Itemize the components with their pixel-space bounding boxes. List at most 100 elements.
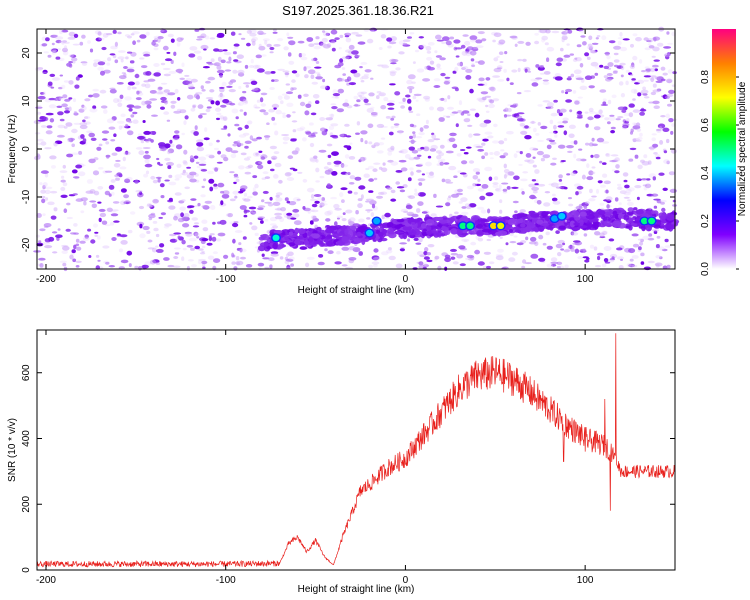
heatmap-cell <box>59 170 68 174</box>
heatmap-cell <box>207 255 215 260</box>
heatmap-cell <box>347 190 353 194</box>
heatmap-cell <box>660 199 667 203</box>
heatmap-cell <box>350 69 358 74</box>
heatmap-cell <box>177 217 185 223</box>
heatmap-cell <box>63 126 68 129</box>
heatmap-cell <box>433 193 437 198</box>
heatmap-cell <box>606 204 610 209</box>
heatmap-cell <box>202 227 209 232</box>
heatmap-cell <box>542 242 547 246</box>
heatmap-cell <box>106 155 110 159</box>
heatmap-cell <box>442 36 450 42</box>
heatmap-cell <box>625 80 629 86</box>
heatmap-cell <box>163 73 171 77</box>
heatmap-cell <box>585 142 590 146</box>
heatmap-cell <box>114 59 119 64</box>
heatmap-cell <box>584 259 590 263</box>
heatmap-cell <box>80 197 88 202</box>
heatmap-cell <box>78 171 86 177</box>
heatmap-cell <box>197 139 204 142</box>
heatmap-cell <box>348 257 357 261</box>
heatmap-cell <box>252 211 257 215</box>
heatmap-cell <box>511 69 518 73</box>
heatmap-cell <box>629 64 636 70</box>
heatmap-cell <box>249 222 253 225</box>
heatmap-cell <box>111 116 117 121</box>
heatmap-cell <box>525 41 531 46</box>
heatmap-cell <box>238 33 242 36</box>
heatmap-cell <box>389 70 397 74</box>
heatmap-cell <box>213 147 219 151</box>
heatmap-cell <box>631 78 636 81</box>
heatmap-cell <box>233 221 239 224</box>
heatmap-cell <box>293 197 301 202</box>
heatmap-cell <box>666 264 671 269</box>
heatmap-cell <box>577 96 583 99</box>
heatmap-cell <box>644 183 652 189</box>
heatmap-cell <box>381 214 385 220</box>
heatmap-cell <box>415 164 423 167</box>
heatmap-band-cell <box>431 229 438 234</box>
heatmap-cell <box>502 188 508 192</box>
heatmap-cell <box>208 142 213 147</box>
heatmap-cell <box>88 158 96 164</box>
heatmap-cell <box>606 199 612 204</box>
heatmap-cell <box>603 180 611 185</box>
heatmap-cell <box>545 231 550 236</box>
heatmap-cell <box>39 182 43 186</box>
heatmap-cell <box>313 42 321 46</box>
heatmap-cell <box>358 185 366 190</box>
heatmap-cell <box>599 232 605 238</box>
heatmap-cell <box>269 87 275 90</box>
heatmap-cell <box>416 251 424 256</box>
heatmap-cell <box>651 193 659 197</box>
heatmap-cell <box>170 104 176 109</box>
heatmap-cell <box>253 104 258 109</box>
heatmap-cell <box>328 113 335 117</box>
heatmap-band-cell <box>664 224 674 230</box>
heatmap-cell <box>659 140 664 145</box>
heatmap-cell <box>331 171 338 176</box>
heatmap-cell <box>98 217 102 223</box>
heatmap-cell <box>71 249 76 254</box>
heatmap-hotspot <box>648 217 656 225</box>
heatmap-cell <box>233 59 239 62</box>
heatmap-cell <box>37 67 44 70</box>
heatmap-cell <box>199 113 207 115</box>
heatmap-cell <box>197 104 204 109</box>
heatmap-cell <box>483 119 492 124</box>
heatmap-cell <box>582 248 586 254</box>
heatmap-cell <box>278 179 283 184</box>
heatmap-cell <box>539 28 548 34</box>
heatmap-cell <box>535 77 543 80</box>
heatmap-cell <box>398 150 403 153</box>
heatmap-cell <box>198 258 206 262</box>
heatmap-cell <box>130 33 135 36</box>
heatmap-cell <box>99 89 107 94</box>
heatmap-cell <box>541 38 546 43</box>
heatmap-cell <box>66 153 74 158</box>
heatmap-cell <box>667 42 674 45</box>
heatmap-cell <box>237 127 243 131</box>
heatmap-cell <box>142 147 151 149</box>
heatmap-cell <box>311 203 318 208</box>
heatmap-cell <box>73 232 79 235</box>
heatmap-cell <box>426 50 432 54</box>
heatmap-cell <box>492 39 496 43</box>
heatmap-cell <box>622 122 630 127</box>
heatmap-cell <box>589 188 593 194</box>
heatmap-cell <box>220 59 226 64</box>
heatmap-cell <box>284 172 292 177</box>
heatmap-cell <box>480 91 489 95</box>
heatmap-cell <box>275 109 282 115</box>
heatmap-cell <box>80 61 88 64</box>
heatmap-cell <box>189 209 194 214</box>
heatmap-cell <box>190 247 195 251</box>
heatmap-cell <box>495 255 504 261</box>
heatmap-cell <box>561 37 565 43</box>
heatmap-cell <box>100 105 108 109</box>
heatmap-cell <box>282 70 290 73</box>
heatmap-cell <box>330 29 338 35</box>
heatmap-cell <box>577 256 583 260</box>
heatmap-cell <box>168 197 173 202</box>
